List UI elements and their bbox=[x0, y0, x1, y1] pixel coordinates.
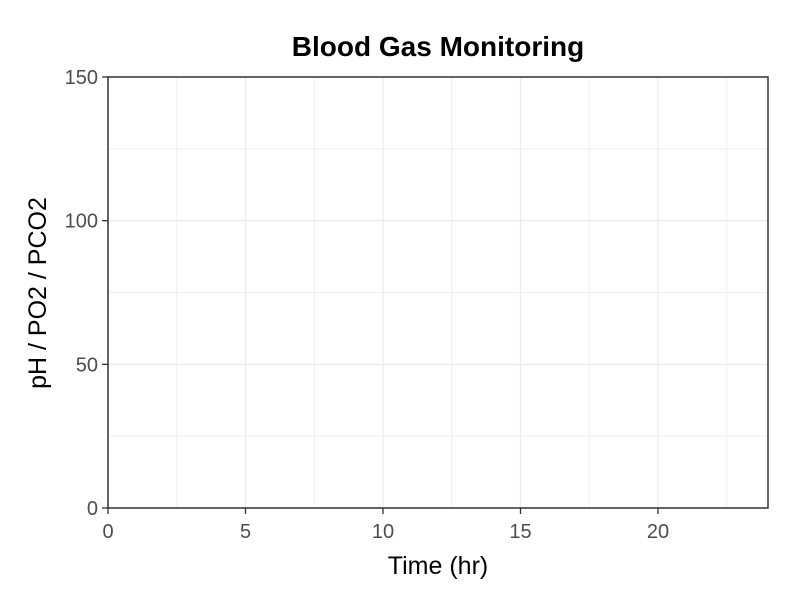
y-axis: 0 50 100 150 bbox=[65, 67, 108, 520]
panel-border bbox=[107, 76, 769, 509]
x-axis-title: Time (hr) bbox=[388, 552, 488, 580]
grid bbox=[107, 76, 768, 509]
x-axis: 0 5 10 15 20 bbox=[102, 508, 669, 543]
x-tick-label: 5 bbox=[240, 521, 251, 543]
y-tick-label: 100 bbox=[65, 211, 98, 233]
x-tick-label: 10 bbox=[372, 521, 394, 543]
y-tick-label: 50 bbox=[76, 354, 98, 376]
chart-title: Blood Gas Monitoring bbox=[292, 31, 584, 62]
x-tick-label: 15 bbox=[509, 521, 531, 543]
y-axis-title: pH / PO2 / PCO2 bbox=[24, 197, 52, 389]
y-tick-label: 0 bbox=[87, 498, 98, 520]
x-tick-label: 20 bbox=[647, 521, 669, 543]
x-tick-label: 0 bbox=[102, 521, 113, 543]
y-tick-label: 150 bbox=[65, 67, 98, 89]
